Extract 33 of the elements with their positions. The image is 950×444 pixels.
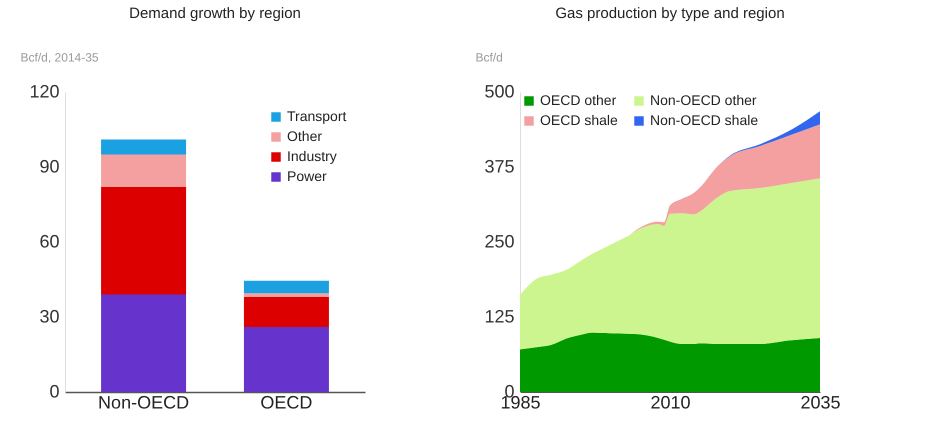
legend-label: Non-OECD shale bbox=[650, 112, 758, 128]
bar bbox=[101, 154, 186, 187]
x-tick-label: 2035 bbox=[800, 392, 841, 412]
x-tick-label: OECD bbox=[260, 392, 312, 412]
x-tick-label: 2010 bbox=[650, 392, 691, 412]
chart-title: Demand growth by region bbox=[129, 5, 301, 22]
y-tick-label: 0 bbox=[49, 382, 60, 402]
bar bbox=[244, 297, 329, 327]
y-axis-title: Bcf/d, 2014-35 bbox=[20, 50, 99, 64]
y-tick-label: 90 bbox=[39, 156, 60, 176]
y-tick-label: 30 bbox=[39, 306, 60, 326]
legend-label: Non-OECD other bbox=[650, 92, 757, 108]
y-axis-title: Bcf/d bbox=[476, 50, 503, 64]
bar bbox=[101, 294, 186, 392]
y-tick-label: 250 bbox=[484, 232, 514, 252]
legend-label: Transport bbox=[287, 108, 346, 124]
bar bbox=[244, 293, 329, 297]
legend-label: Power bbox=[287, 168, 328, 184]
bar bbox=[244, 327, 329, 392]
bar bbox=[244, 280, 329, 294]
bar bbox=[101, 187, 186, 294]
y-tick-label: 500 bbox=[484, 82, 514, 102]
y-tick-label: 125 bbox=[484, 306, 514, 326]
y-tick-label: 60 bbox=[39, 232, 60, 252]
bar bbox=[101, 140, 186, 154]
x-tick-label: Non-OECD bbox=[98, 392, 190, 412]
legend-label: OECD shale bbox=[540, 112, 618, 128]
legend-label: Industry bbox=[287, 148, 337, 164]
y-tick-label: 120 bbox=[29, 82, 60, 102]
legend-label: Other bbox=[287, 128, 322, 144]
chart-title: Gas production by type and region bbox=[555, 5, 785, 22]
y-tick-label: 375 bbox=[484, 156, 514, 176]
legend-label: OECD other bbox=[540, 92, 617, 108]
